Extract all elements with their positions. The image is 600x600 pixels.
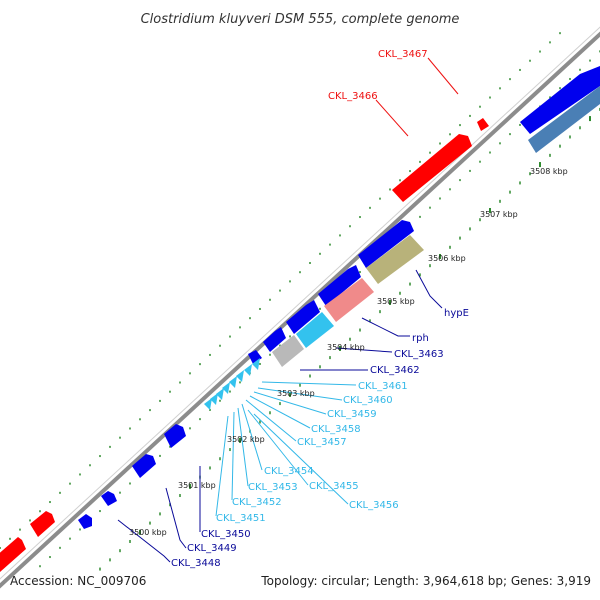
label-connectors (117, 57, 459, 563)
footer-summary: Topology: circular; Length: 3,964,618 bp… (260, 574, 591, 588)
connector-ckl3453 (237, 407, 249, 487)
genome-backbone (0, 26, 600, 589)
gene-label-ckl3452[interactable]: CKL_3452 (232, 497, 282, 508)
kbp-labels: 3500 kbp 3501 kbp 3502 kbp 3503 kbp 3504… (129, 167, 568, 537)
gene-ckl3463[interactable] (296, 312, 334, 348)
gene-label-rph[interactable]: rph (412, 333, 429, 344)
gene-label-ckl3458[interactable]: CKL_3458 (311, 424, 361, 435)
gene-ckl3448[interactable] (101, 491, 117, 506)
gene-label-ckl3463[interactable]: CKL_3463 (394, 349, 444, 360)
gene-ckl3461[interactable] (252, 358, 260, 370)
gene-red-left-2[interactable] (0, 537, 26, 572)
gene-ckl3466[interactable] (392, 134, 472, 202)
gene-label-ckl3467[interactable]: CKL_3467 (378, 49, 428, 60)
gene-label-ckl3457[interactable]: CKL_3457 (297, 437, 347, 448)
connector-ckl3449 (165, 487, 187, 549)
kbp-label-3505: 3505 kbp (377, 297, 415, 306)
backbone-line (0, 31, 600, 589)
gene-label-ckl3453[interactable]: CKL_3453 (248, 482, 298, 493)
connector-ckl3460 (257, 387, 343, 401)
backbone-highlight (0, 26, 600, 580)
gene-ckl3462[interactable] (272, 335, 304, 367)
gene-ckl3458[interactable] (229, 376, 237, 388)
gene-ckl3455[interactable] (210, 393, 218, 405)
gene-track (0, 66, 600, 572)
gene-ckl3454[interactable] (216, 388, 224, 400)
connector-ckl3455 (247, 409, 309, 486)
gene-label-ckl3455[interactable]: CKL_3455 (309, 481, 359, 492)
gene-label-ckl3460[interactable]: CKL_3460 (343, 395, 393, 406)
kbp-label-3507: 3507 kbp (480, 210, 518, 219)
gene-ckl3457[interactable] (222, 382, 230, 394)
kbp-label-3503: 3503 kbp (277, 389, 315, 398)
gene-label-ckl3456[interactable]: CKL_3456 (349, 500, 399, 511)
gene-ckl3460[interactable] (244, 364, 252, 376)
gene-label-hype[interactable]: hypE (444, 308, 469, 319)
connector-ckl3463 (335, 347, 393, 353)
gene-blue-small-2[interactable] (78, 514, 92, 529)
gene-label-ckl3466[interactable]: CKL_3466 (328, 91, 378, 102)
gene-hype[interactable] (366, 235, 424, 284)
gene-ckl3467[interactable] (477, 118, 489, 131)
gene-ckl3450[interactable] (164, 424, 186, 448)
connector-ckl3466 (375, 99, 409, 137)
gene-label-ckl3451[interactable]: CKL_3451 (216, 513, 266, 524)
connector-hype (415, 269, 443, 309)
kbp-label-3504: 3504 kbp (327, 343, 365, 352)
gene-label-ckl3448[interactable]: CKL_3448 (171, 558, 221, 569)
connector-ckl3451 (215, 415, 229, 517)
gene-rph[interactable] (324, 278, 374, 322)
map-title: Clostridium kluyveri DSM 555, complete g… (141, 12, 460, 27)
gene-blue-mid-1[interactable] (358, 220, 414, 268)
connector-ckl3457 (245, 399, 297, 442)
connector-ckl3456 (253, 413, 349, 505)
gene-label-ckl3454[interactable]: CKL_3454 (264, 466, 314, 477)
gene-ckl3449[interactable] (132, 454, 156, 478)
connector-ckl3467 (427, 57, 459, 95)
gene-ckl3456[interactable] (204, 398, 212, 410)
gene-label-ckl3449[interactable]: CKL_3449 (187, 543, 237, 554)
gene-label-ckl3450[interactable]: CKL_3450 (201, 529, 251, 540)
gene-blue-mid-4[interactable] (263, 327, 286, 352)
gene-label-ckl3461[interactable]: CKL_3461 (358, 381, 408, 392)
connector-ckl3454 (241, 403, 263, 471)
gene-ckl3459[interactable] (236, 370, 244, 382)
connector-rph (361, 317, 410, 337)
kbp-label-3500: 3500 kbp (129, 528, 167, 537)
footer-accession: Accession: NC_009706 (10, 574, 146, 588)
gene-red-left-1[interactable] (30, 511, 55, 537)
gene-labels: CKL_3467 CKL_3466 hypE rph CKL_3463 CKL_… (171, 49, 469, 569)
gene-blue-mid-2[interactable] (318, 265, 361, 306)
connector-ckl3459 (253, 391, 327, 415)
connector-ckl3448 (117, 519, 171, 563)
kbp-label-3502: 3502 kbp (227, 435, 265, 444)
gene-blue-top-1[interactable] (520, 66, 600, 134)
connector-ckl3461 (261, 381, 357, 386)
gene-steel-top[interactable] (528, 86, 600, 153)
gene-label-ckl3459[interactable]: CKL_3459 (327, 409, 377, 420)
gene-label-ckl3462[interactable]: CKL_3462 (370, 365, 420, 376)
connector-ckl3452 (231, 411, 235, 501)
kbp-label-3506: 3506 kbp (428, 254, 466, 263)
gene-blue-mid-3[interactable] (286, 300, 320, 334)
kbp-label-3508: 3508 kbp (530, 167, 568, 176)
connector-ckl3458 (249, 395, 311, 429)
gene-blue-small-1[interactable] (248, 350, 262, 364)
kbp-label-3501: 3501 kbp (178, 481, 216, 490)
gene-cyan-cluster (204, 358, 260, 410)
